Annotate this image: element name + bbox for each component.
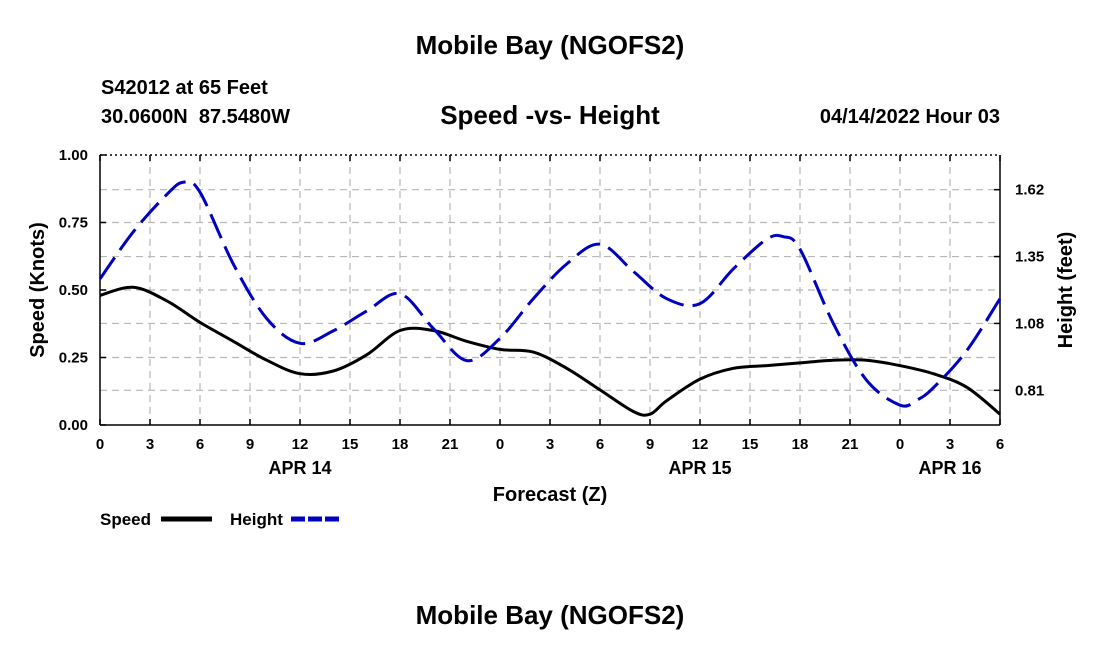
- bottom-chart-title: Mobile Bay (NGOFS2): [415, 600, 685, 630]
- y-right-tick-label: 1.62: [1015, 182, 1044, 199]
- x-tick-label: 21: [842, 436, 859, 453]
- x-tick-label: 15: [742, 436, 759, 453]
- y-left-tick-label: 0.25: [59, 350, 88, 367]
- x-tick-label: 9: [246, 436, 254, 453]
- legend-label-speed: Speed: [100, 510, 151, 529]
- height-series-line: [98, 180, 1002, 408]
- y-left-tick-label: 1.00: [59, 147, 88, 164]
- x-tick-label: 21: [442, 436, 459, 453]
- y-left-tick-label: 0.75: [59, 215, 88, 232]
- legend: Speed Height: [100, 510, 342, 529]
- x-tick-label: 12: [692, 436, 709, 453]
- date-label: APR 14: [268, 458, 331, 478]
- x-tick-label: 6: [196, 436, 204, 453]
- y-right-tick-label: 1.08: [1015, 315, 1044, 332]
- y-left-axis-title: Speed (Knots): [27, 222, 49, 358]
- chart-title: Mobile Bay (NGOFS2): [415, 30, 685, 60]
- axes-layer: 0 3 6 9 12 15 18 21 0 3 6 9 12 15 18 21 0 3 6 APR 14 APR 15 A…: [27, 147, 1077, 506]
- x-tick-label: 0: [896, 436, 904, 453]
- speed-series-line: [99, 285, 1001, 417]
- x-tick-label: 12: [292, 436, 309, 453]
- forecast-datetime: 04/14/2022 Hour 03: [819, 106, 1000, 128]
- chart-subtitle: Speed -vs- Height: [440, 100, 660, 130]
- y-left-tick-label: 0.50: [59, 282, 88, 299]
- x-tick-label: 3: [546, 436, 554, 453]
- x-tick-label: 18: [792, 436, 809, 453]
- x-tick-label: 0: [96, 436, 104, 453]
- y-left-tick-label: 0.00: [59, 417, 88, 434]
- legend-label-height: Height: [230, 510, 283, 529]
- date-label: APR 15: [668, 458, 731, 478]
- coordinates-label: 30.0600N 87.5480W: [101, 106, 291, 128]
- date-label: APR 16: [918, 458, 981, 478]
- grid-lines: [100, 155, 1000, 425]
- y-right-axis-title: Height (feet): [1055, 232, 1077, 349]
- x-tick-label: 18: [392, 436, 409, 453]
- y-right-tick-label: 0.81: [1015, 382, 1044, 399]
- x-tick-label: 3: [946, 436, 954, 453]
- x-axis-title: Forecast (Z): [493, 484, 607, 506]
- y-right-tick-label: 1.35: [1015, 249, 1044, 266]
- x-tick-label: 6: [996, 436, 1004, 453]
- x-tick-label: 0: [496, 436, 504, 453]
- x-tick-label: 6: [596, 436, 604, 453]
- series-layer: [98, 180, 1002, 417]
- x-tick-label: 9: [646, 436, 654, 453]
- x-tick-label: 3: [146, 436, 154, 453]
- x-tick-label: 15: [342, 436, 359, 453]
- station-label: S42012 at 65 Feet: [101, 77, 268, 99]
